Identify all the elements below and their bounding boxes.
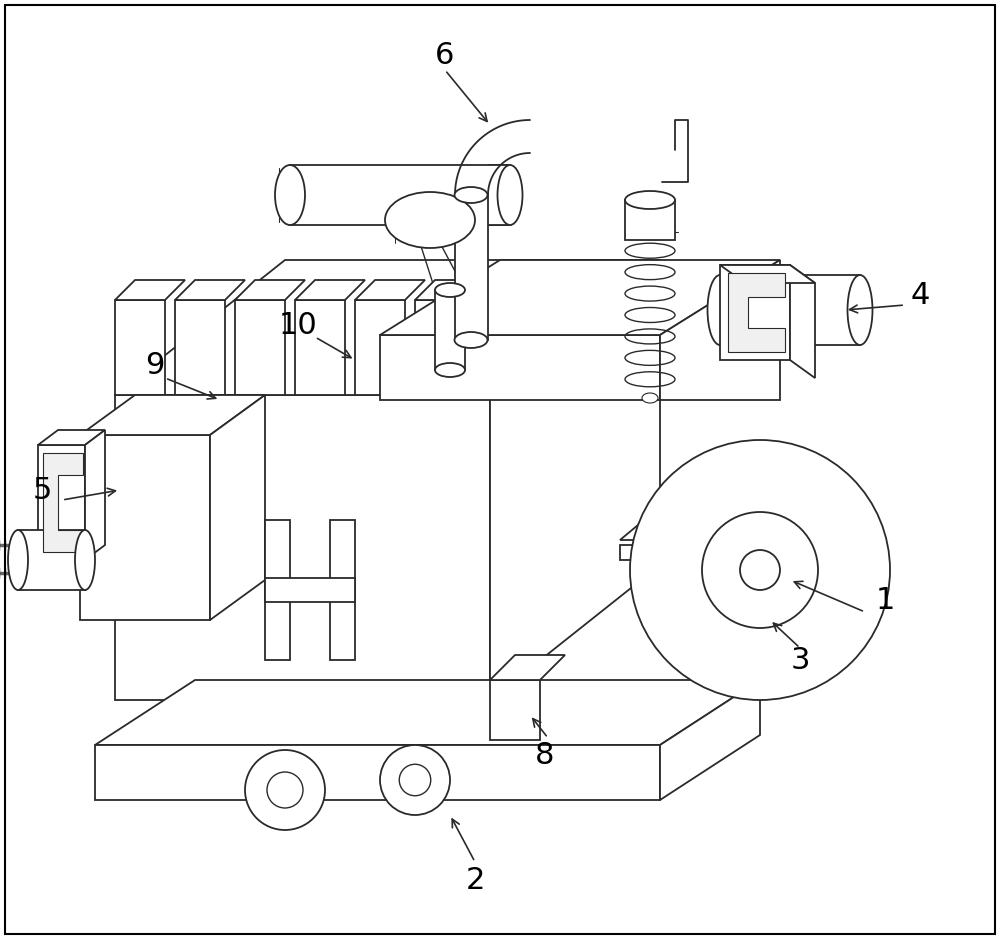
- Polygon shape: [620, 490, 700, 540]
- Polygon shape: [175, 280, 245, 300]
- Polygon shape: [43, 453, 83, 552]
- Polygon shape: [720, 265, 790, 360]
- Ellipse shape: [708, 275, 732, 345]
- Text: 3: 3: [790, 645, 810, 674]
- Circle shape: [630, 440, 890, 700]
- Ellipse shape: [455, 187, 488, 203]
- Polygon shape: [115, 260, 660, 395]
- Polygon shape: [435, 290, 465, 370]
- Ellipse shape: [435, 283, 465, 297]
- Polygon shape: [80, 395, 265, 435]
- Polygon shape: [490, 655, 565, 680]
- Polygon shape: [415, 300, 465, 395]
- Polygon shape: [290, 165, 510, 225]
- Circle shape: [267, 772, 303, 808]
- Ellipse shape: [455, 332, 488, 348]
- Polygon shape: [720, 265, 815, 283]
- Polygon shape: [85, 430, 105, 560]
- Polygon shape: [728, 273, 785, 352]
- Polygon shape: [455, 195, 488, 340]
- Ellipse shape: [385, 192, 475, 248]
- Circle shape: [245, 750, 325, 830]
- Polygon shape: [38, 430, 105, 445]
- Ellipse shape: [8, 530, 28, 590]
- Polygon shape: [380, 335, 660, 400]
- Polygon shape: [115, 395, 490, 700]
- Ellipse shape: [498, 165, 522, 225]
- Polygon shape: [415, 280, 485, 300]
- Text: 9: 9: [145, 350, 165, 379]
- Text: 10: 10: [279, 311, 317, 340]
- Polygon shape: [210, 395, 265, 620]
- Polygon shape: [265, 578, 355, 602]
- Polygon shape: [355, 300, 405, 395]
- Ellipse shape: [848, 275, 872, 345]
- Ellipse shape: [642, 393, 658, 403]
- Polygon shape: [235, 280, 305, 300]
- Polygon shape: [620, 545, 760, 560]
- Circle shape: [380, 745, 450, 815]
- Polygon shape: [80, 435, 210, 620]
- Polygon shape: [490, 260, 660, 700]
- Circle shape: [399, 764, 431, 795]
- Ellipse shape: [435, 363, 465, 377]
- Polygon shape: [330, 520, 355, 660]
- Polygon shape: [380, 260, 780, 335]
- Text: 1: 1: [875, 586, 895, 614]
- Text: 8: 8: [535, 741, 555, 769]
- Polygon shape: [790, 265, 815, 378]
- Polygon shape: [38, 445, 85, 560]
- Polygon shape: [18, 530, 85, 590]
- Polygon shape: [115, 300, 165, 395]
- Text: 5: 5: [32, 475, 52, 504]
- Polygon shape: [660, 680, 760, 800]
- Text: 2: 2: [465, 866, 485, 895]
- Polygon shape: [295, 300, 345, 395]
- Polygon shape: [660, 260, 780, 400]
- Circle shape: [702, 512, 818, 628]
- Polygon shape: [295, 280, 365, 300]
- Polygon shape: [490, 680, 540, 740]
- Polygon shape: [95, 680, 760, 745]
- Polygon shape: [265, 520, 290, 660]
- Polygon shape: [115, 280, 185, 300]
- Text: 6: 6: [435, 40, 455, 69]
- Polygon shape: [720, 275, 860, 345]
- Polygon shape: [625, 200, 675, 240]
- Polygon shape: [235, 300, 285, 395]
- Text: 4: 4: [910, 281, 930, 310]
- Polygon shape: [175, 300, 225, 395]
- Ellipse shape: [625, 191, 675, 209]
- Polygon shape: [95, 745, 660, 800]
- Ellipse shape: [275, 165, 305, 225]
- Ellipse shape: [75, 530, 95, 590]
- Circle shape: [740, 550, 780, 590]
- Polygon shape: [355, 280, 425, 300]
